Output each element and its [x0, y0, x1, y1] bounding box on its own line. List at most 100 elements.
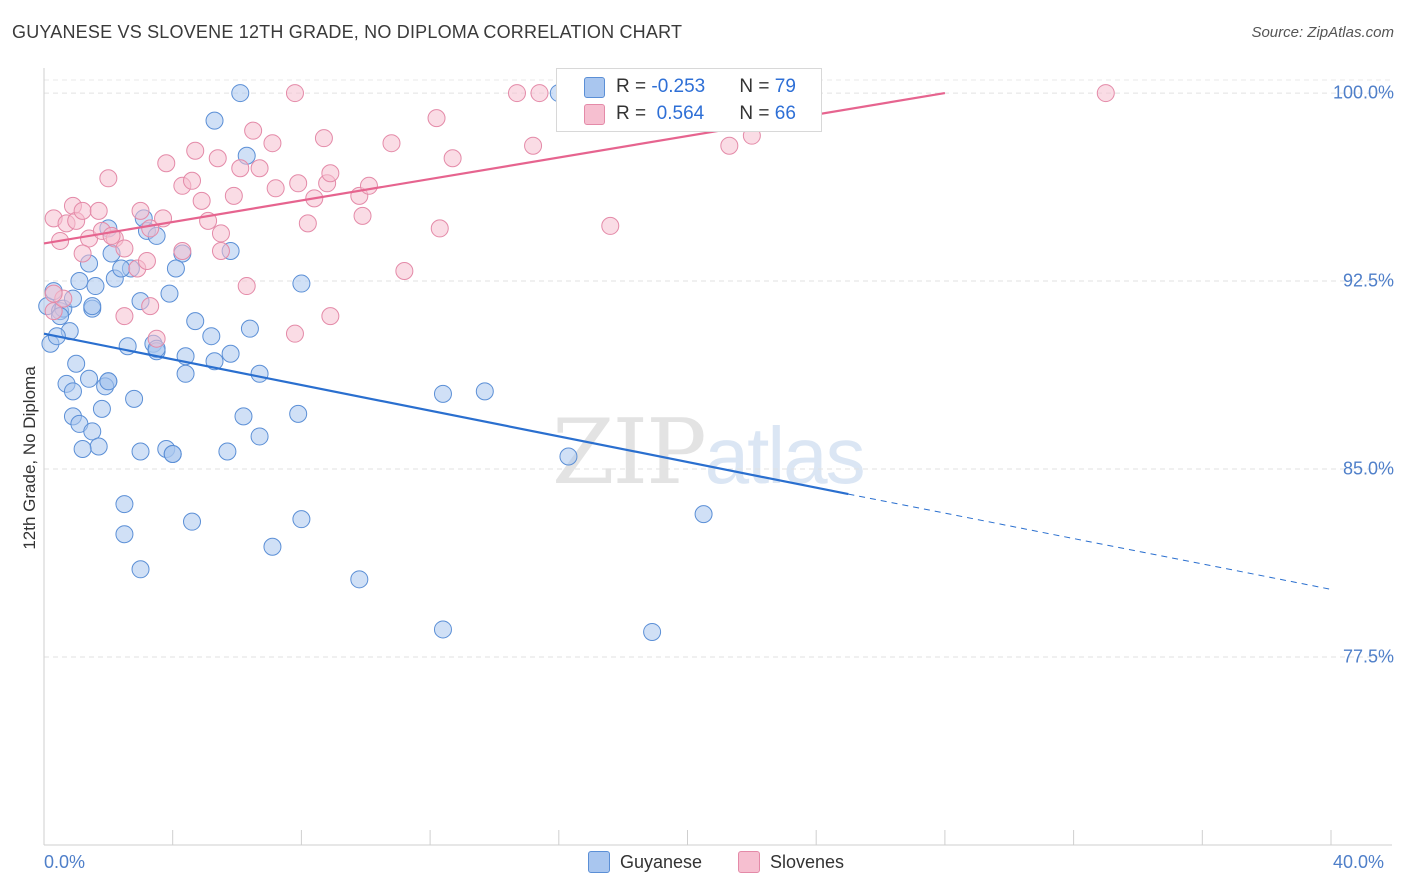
- x-tick-label-min: 0.0%: [44, 852, 86, 872]
- slovenes-point: [102, 226, 121, 245]
- guyanese-point: [67, 354, 86, 373]
- slovenes-point: [99, 169, 118, 188]
- guyanese-point: [559, 447, 578, 466]
- guyanese-point: [350, 570, 369, 589]
- guyanese-point: [292, 510, 311, 529]
- guyanese-point: [131, 560, 150, 579]
- slovenes-point: [285, 324, 304, 343]
- guyanese-point: [92, 399, 111, 418]
- slovenes-legend-swatch: [738, 851, 760, 873]
- y-tick-label: 85.0%: [1342, 458, 1394, 479]
- slovenes-point: [507, 84, 526, 103]
- legend-r-label: R =: [616, 103, 652, 124]
- guyanese-trend-extension: [848, 493, 1332, 590]
- slovenes-point: [1096, 84, 1115, 103]
- slovenes-point: [147, 329, 166, 348]
- slovenes-point: [192, 191, 211, 210]
- guyanese-point: [70, 272, 89, 291]
- guyanese-point: [186, 312, 205, 331]
- guyanese-legend-swatch: [588, 851, 610, 873]
- guyanese-point: [115, 525, 134, 544]
- slovenes-point: [314, 129, 333, 148]
- slovenes-point: [289, 174, 308, 193]
- y-tick-label: 92.5%: [1342, 270, 1394, 291]
- slovenes-point: [44, 284, 63, 303]
- guyanese-point: [183, 512, 202, 531]
- guyanese-point: [112, 259, 131, 278]
- guyanese-point: [205, 352, 224, 371]
- guyanese-point: [89, 437, 108, 456]
- slovenes-point: [321, 164, 340, 183]
- guyanese-point: [433, 620, 452, 639]
- slovenes-point: [115, 307, 134, 326]
- slovenes-point: [183, 171, 202, 190]
- slovenes-point: [173, 241, 192, 260]
- guyanese-point: [80, 369, 99, 388]
- x-tick-label-max: 40.0%: [1333, 852, 1385, 872]
- guyanese-point: [643, 622, 662, 641]
- slovenes-swatch: [584, 103, 605, 125]
- slovenes-point: [250, 159, 269, 178]
- guyanese-point: [205, 111, 224, 130]
- guyanese-point: [263, 537, 282, 556]
- slovenes-point: [141, 297, 160, 316]
- guyanese-point: [163, 444, 182, 463]
- guyanese-point: [250, 364, 269, 383]
- slovenes-point: [266, 179, 285, 198]
- guyanese-swatch: [584, 76, 605, 98]
- guyanese-point: [160, 284, 179, 303]
- slovenes-point: [44, 302, 63, 321]
- slovenes-point: [208, 149, 227, 168]
- legend-r-value: 0.564: [651, 103, 705, 124]
- guyanese-point: [83, 297, 102, 316]
- slovenes-point: [231, 159, 250, 178]
- guyanese-point: [433, 384, 452, 403]
- slovenes-point: [186, 141, 205, 160]
- legend-n-value: 79: [774, 76, 796, 97]
- source-label: Source: ZipAtlas.com: [1251, 24, 1394, 41]
- slovenes-point: [211, 224, 230, 243]
- guyanese-point: [240, 319, 259, 338]
- bottom-legend-guyanese: Guyanese: [588, 851, 702, 873]
- slovenes-point: [382, 134, 401, 153]
- guyanese-point: [475, 382, 494, 401]
- y-tick-label: 77.5%: [1342, 646, 1394, 667]
- slovenes-point: [395, 262, 414, 281]
- slovenes-point: [89, 201, 108, 220]
- slovenes-point: [298, 214, 317, 233]
- guyanese-legend-label: Guyanese: [620, 851, 703, 872]
- legend-r-value: -0.253: [651, 76, 706, 97]
- slovenes-point: [237, 277, 256, 296]
- guyanese-point: [176, 364, 195, 383]
- guyanese-point: [115, 495, 134, 514]
- slovenes-point: [73, 244, 92, 263]
- watermark-zip: ZIP: [552, 400, 707, 505]
- legend-r-label: R =: [616, 76, 652, 97]
- slovenes-legend-label: Slovenes: [770, 851, 845, 872]
- guyanese-point: [234, 407, 253, 426]
- slovenes-point: [285, 84, 304, 103]
- slovenes-point: [211, 241, 230, 260]
- slovenes-point: [224, 186, 243, 205]
- guyanese-point: [292, 274, 311, 293]
- guyanese-point: [125, 389, 144, 408]
- guyanese-point: [231, 84, 250, 103]
- slovenes-point: [157, 154, 176, 173]
- slovenes-point: [359, 176, 378, 195]
- guyanese-point: [694, 505, 713, 524]
- slovenes-point: [524, 136, 543, 155]
- slovenes-point: [530, 84, 549, 103]
- slovenes-point: [430, 219, 449, 238]
- guyanese-point: [218, 442, 237, 461]
- guyanese-point: [250, 427, 269, 446]
- guyanese-point: [99, 372, 118, 391]
- guyanese-trend-line: [43, 332, 849, 496]
- legend-row-guyanese: R = -0.253 N = 79: [557, 74, 796, 100]
- y-axis-label: 12th Grade, No Diploma: [20, 366, 39, 550]
- guyanese-point: [289, 404, 308, 423]
- slovenes-point: [244, 121, 263, 140]
- watermark-atlas: atlas: [704, 411, 866, 500]
- guyanese-point: [202, 327, 221, 346]
- legend-row-slovenes: R = 0.564 N = 66: [557, 101, 796, 127]
